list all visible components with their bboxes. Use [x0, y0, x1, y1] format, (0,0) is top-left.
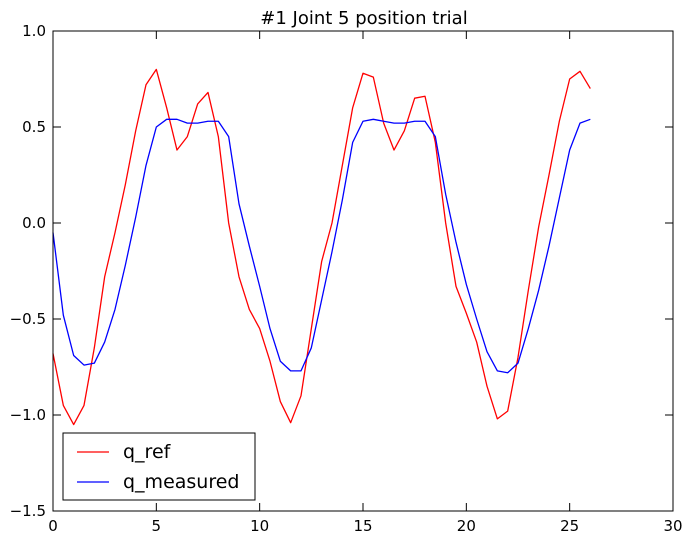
x-tick-label: 10	[250, 517, 269, 535]
y-tick-label: 0.5	[22, 118, 46, 136]
x-tick-label: 0	[48, 517, 58, 535]
chart-title: #1 Joint 5 position trial	[260, 8, 467, 29]
y-tick-label: 1.0	[22, 22, 46, 40]
legend-box	[62, 432, 256, 501]
y-tick-label: −0.5	[10, 310, 46, 328]
axis-tick-labels: 0 5 10 15 20 25 30 1.0 0.5 0.0 −0.5 −1.0 −1.5	[10, 22, 683, 535]
legend-label: q_ref	[123, 441, 172, 463]
x-tick-label: 30	[663, 517, 682, 535]
legend: q_ref q_measured	[62, 432, 256, 501]
y-tick-label: −1.0	[10, 406, 46, 424]
axis-ticks	[52, 30, 674, 512]
plot-lines	[52, 68, 591, 426]
y-tick-label: 0.0	[22, 214, 46, 232]
y-tick-label: −1.5	[10, 502, 46, 520]
series-line-q-ref	[52, 68, 591, 426]
legend-label: q_measured	[123, 471, 240, 493]
x-tick-label: 15	[353, 517, 372, 535]
x-tick-label: 5	[152, 517, 162, 535]
x-tick-label: 25	[560, 517, 579, 535]
x-tick-label: 20	[457, 517, 476, 535]
series-line-q-measured	[52, 118, 591, 374]
